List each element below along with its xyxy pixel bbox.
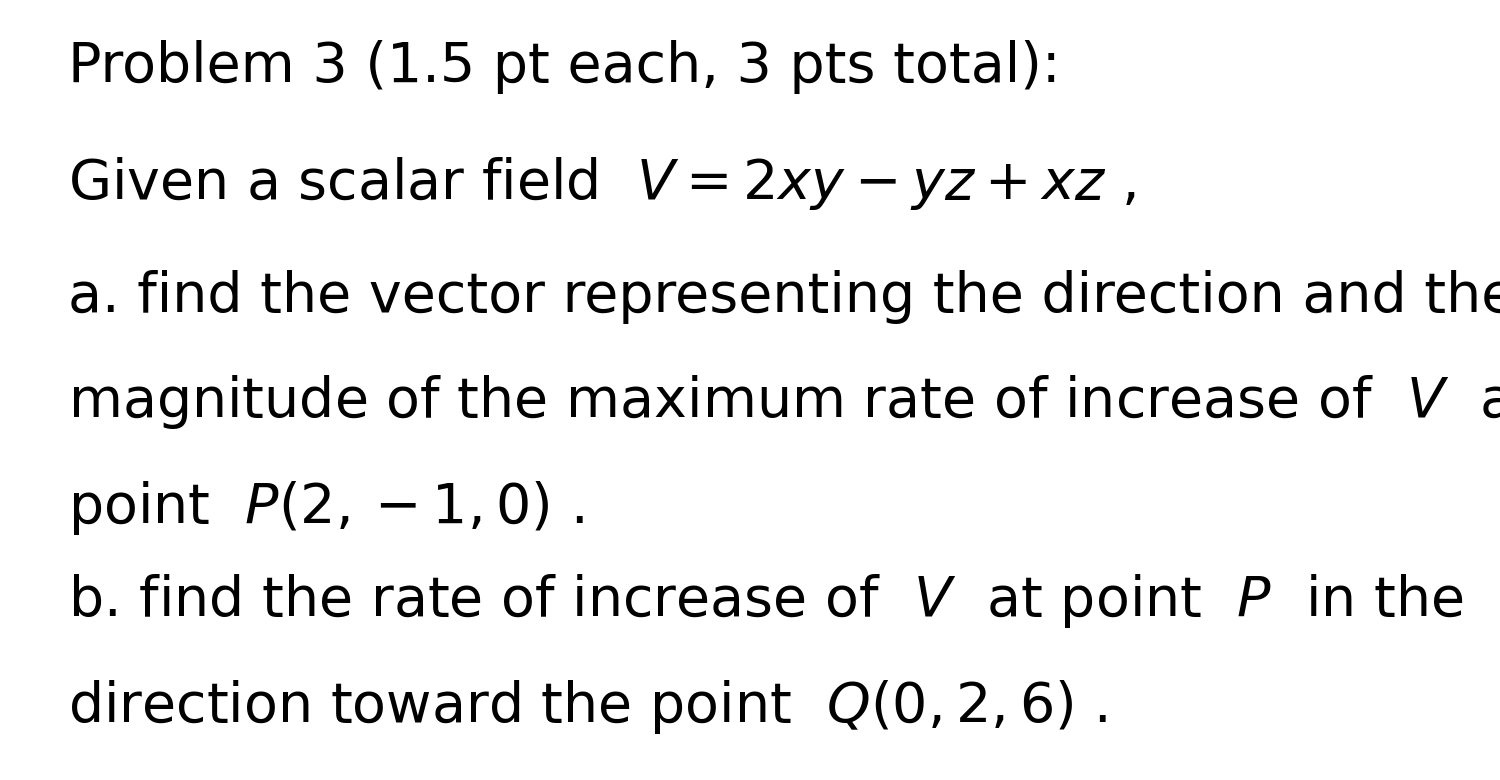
Text: b. find the rate of increase of  $V$  at point  $P$  in the: b. find the rate of increase of $V$ at p… xyxy=(68,573,1464,630)
Text: point  $P(2, -1, 0)$ .: point $P(2, -1, 0)$ . xyxy=(68,479,584,537)
Text: a. find the vector representing the direction and the: a. find the vector representing the dire… xyxy=(68,270,1500,324)
Text: direction toward the point  $Q(0, 2, 6)$ .: direction toward the point $Q(0, 2, 6)$ … xyxy=(68,678,1107,736)
Text: Given a scalar field  $V = 2xy - yz + xz$ ,: Given a scalar field $V = 2xy - yz + xz$… xyxy=(68,155,1136,212)
Text: Problem 3 (1.5 pt each, 3 pts total):: Problem 3 (1.5 pt each, 3 pts total): xyxy=(68,40,1060,94)
Text: magnitude of the maximum rate of increase of  $V$  at: magnitude of the maximum rate of increas… xyxy=(68,374,1500,431)
